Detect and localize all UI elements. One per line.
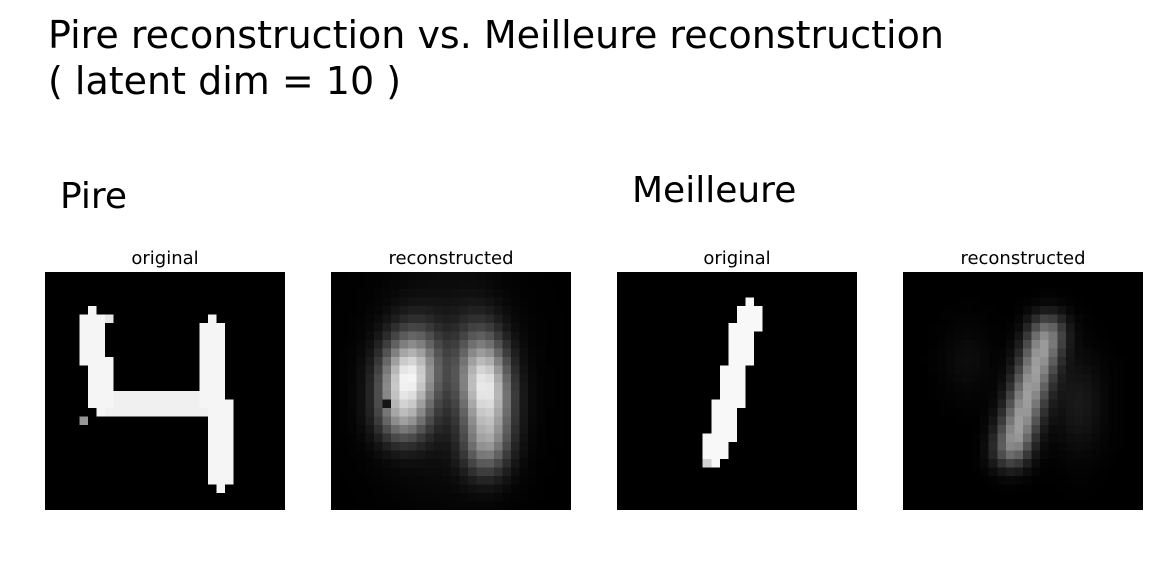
figure-title-line-1: Pire reconstruction vs. Meilleure recons… xyxy=(48,13,944,57)
best-reconstructed-panel: reconstructed xyxy=(903,248,1143,510)
figure-title-line-2: ( latent dim = 10 ) xyxy=(48,59,402,103)
worst-section-label: Pire xyxy=(60,176,128,217)
panel-title: original xyxy=(703,248,771,269)
digit-image-worst-original xyxy=(45,272,285,510)
digit-image-best-original xyxy=(617,272,857,510)
panel-title: reconstructed xyxy=(388,248,514,269)
digit-canvas xyxy=(331,272,571,510)
digit-canvas xyxy=(903,272,1143,510)
digit-canvas xyxy=(45,272,285,510)
digit-canvas xyxy=(617,272,857,510)
digit-image-worst-reconstructed xyxy=(331,272,571,510)
panel-title: original xyxy=(131,248,199,269)
panel-title: reconstructed xyxy=(960,248,1086,269)
worst-reconstructed-panel: reconstructed xyxy=(331,248,571,510)
digit-image-best-reconstructed xyxy=(903,272,1143,510)
worst-original-panel: original xyxy=(45,248,285,510)
best-original-panel: original xyxy=(617,248,857,510)
best-section-label: Meilleure xyxy=(632,170,797,211)
